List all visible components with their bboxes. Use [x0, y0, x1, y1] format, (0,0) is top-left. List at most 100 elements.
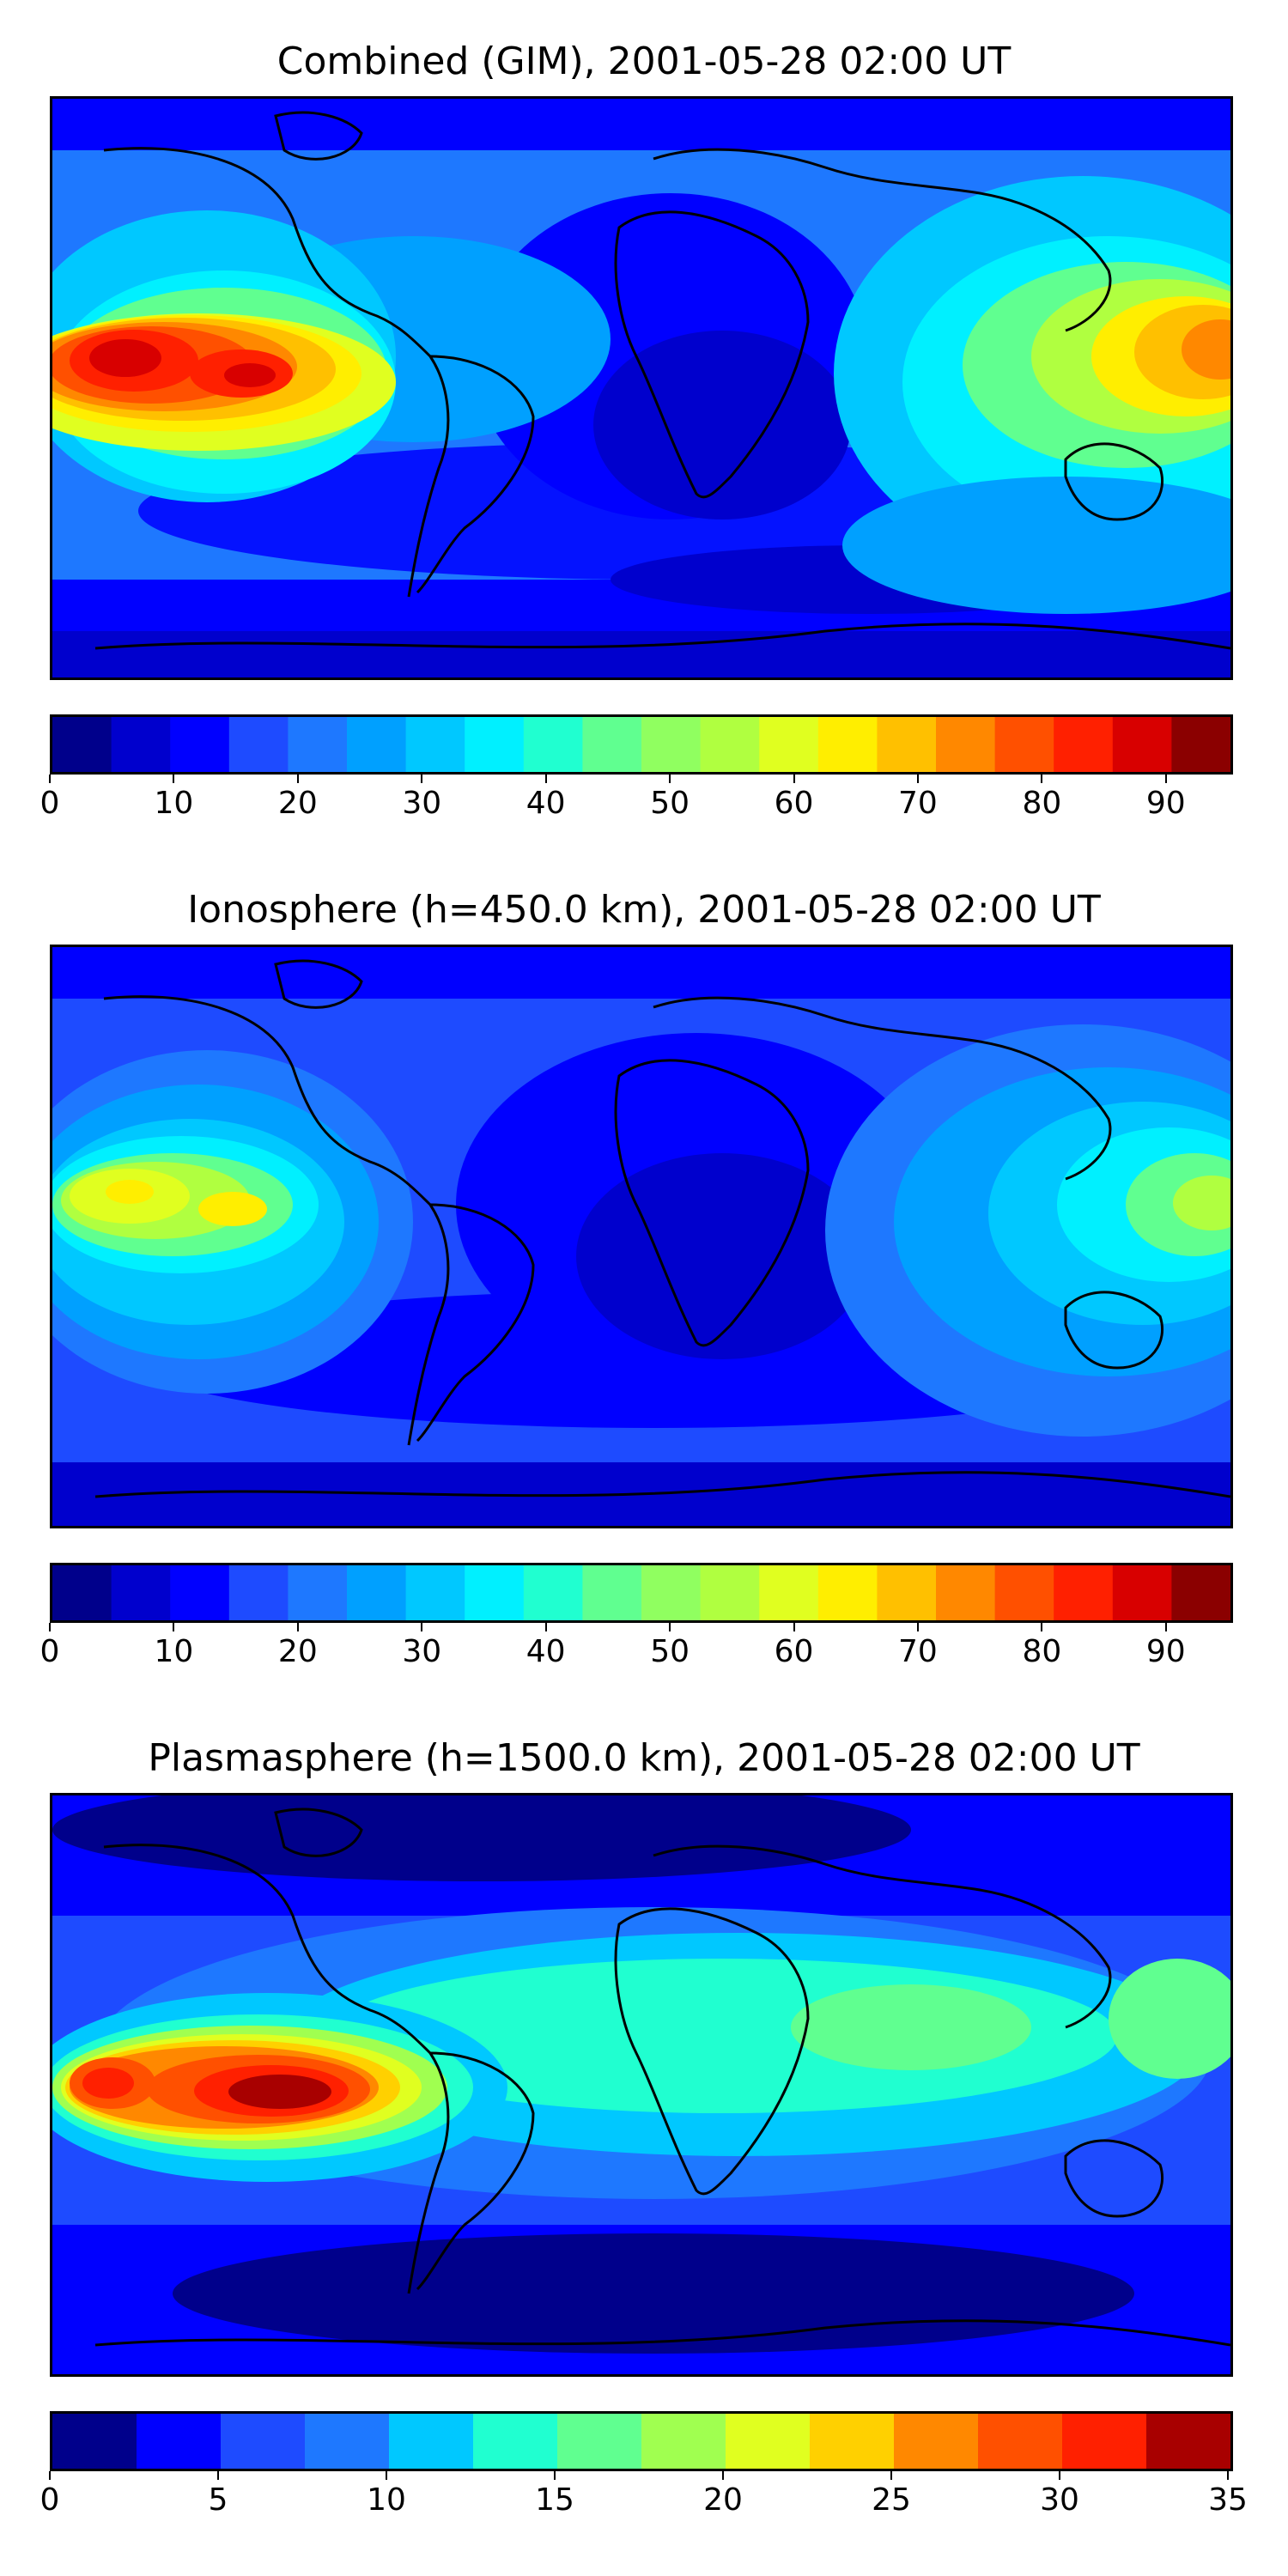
- colorbar-band: [52, 717, 112, 772]
- colorbar-band: [52, 1565, 112, 1620]
- colorbar-combined-bands: [52, 717, 1230, 772]
- colorbar-band: [817, 717, 878, 772]
- colorbar-band: [523, 1565, 583, 1620]
- colorbar-band: [1054, 1565, 1114, 1620]
- tick-mark: [296, 1623, 299, 1631]
- tick-mark: [421, 775, 423, 783]
- tick-mark: [1041, 1623, 1043, 1631]
- tick-mark: [1059, 2471, 1060, 2480]
- colorbar-band: [111, 717, 171, 772]
- tick-label: 60: [774, 1634, 814, 1669]
- panel-title-combined: Combined (GIM), 2001-05-28 02:00 UT: [276, 39, 1012, 83]
- tick-label: 70: [898, 1634, 938, 1669]
- colorbar-band: [641, 717, 702, 772]
- tick-mark: [49, 2471, 51, 2480]
- colorbar-band: [473, 2414, 558, 2469]
- colorbar-band: [1171, 717, 1230, 772]
- colorbar-band: [641, 1565, 702, 1620]
- colorbar-band: [1146, 2414, 1230, 2469]
- tick-label: 20: [277, 786, 318, 821]
- tick-label: 80: [1022, 786, 1062, 821]
- tick-mark: [217, 2471, 219, 2480]
- colorbar-band: [465, 717, 525, 772]
- colorbar-band: [817, 1565, 878, 1620]
- colorbar-band: [347, 717, 407, 772]
- tick-mark: [421, 1623, 423, 1631]
- tick-label: 0: [39, 786, 60, 821]
- tick-label: 60: [774, 786, 814, 821]
- tick-mark: [173, 775, 175, 783]
- tick-label: 90: [1145, 1634, 1186, 1669]
- colorbar-band: [137, 2414, 222, 2469]
- colorbar-band: [936, 717, 996, 772]
- colorbar-band: [288, 1565, 348, 1620]
- map-plasmasphere: [50, 1793, 1233, 2377]
- tick-mark: [544, 775, 547, 783]
- colorbar-band: [700, 717, 760, 772]
- colorbar-band: [228, 1565, 289, 1620]
- colorbar-band: [405, 1565, 465, 1620]
- tick-label: 10: [367, 2482, 406, 2518]
- colorbar-band: [641, 2414, 726, 2469]
- tick-label: 5: [208, 2482, 228, 2518]
- tick-mark: [173, 1623, 175, 1631]
- colorbar-band: [305, 2414, 390, 2469]
- colorbar-combined-ticks: 0 10 20 30 40 50 60 70 80 90: [40, 775, 1233, 826]
- tick-mark: [544, 1623, 547, 1631]
- tick-label: 50: [650, 786, 690, 821]
- colorbar-band: [221, 2414, 306, 2469]
- tick-mark: [1227, 2471, 1229, 2480]
- map-combined: [50, 96, 1233, 680]
- colorbar-band: [582, 1565, 642, 1620]
- colorbar-band: [700, 1565, 760, 1620]
- colorbar-band: [228, 717, 289, 772]
- tick-label: 40: [526, 786, 566, 821]
- colorbar-ionosphere: [50, 1563, 1233, 1623]
- tick-mark: [916, 1623, 919, 1631]
- colorbar-band: [877, 717, 937, 772]
- colorbar-ionosphere-ticks: 0 10 20 30 40 50 60 70 80 90: [40, 1623, 1233, 1674]
- colorbar-band: [1062, 2414, 1147, 2469]
- colorbar-ionosphere-bands: [52, 1565, 1230, 1620]
- map-ionosphere: [50, 945, 1233, 1528]
- colorbar-band: [52, 2414, 137, 2469]
- colorbar-band: [405, 717, 465, 772]
- colorbar-band: [582, 717, 642, 772]
- colorbar-combined: [50, 714, 1233, 775]
- colorbar-band: [170, 1565, 230, 1620]
- colorbar-band: [936, 1565, 996, 1620]
- tick-mark: [386, 2471, 387, 2480]
- colorbar-band: [1112, 1565, 1172, 1620]
- colorbar-band: [1054, 717, 1114, 772]
- colorbar-band: [810, 2414, 895, 2469]
- tick-label: 30: [402, 786, 442, 821]
- colorbar-band: [170, 717, 230, 772]
- colorbar-band: [523, 717, 583, 772]
- tick-mark: [669, 1623, 671, 1631]
- colorbar-band: [759, 717, 819, 772]
- colorbar-band: [288, 717, 348, 772]
- tick-mark: [669, 775, 671, 783]
- colorbar-plasmasphere-ticks: 0 5 10 15 20 25 30 35: [40, 2471, 1248, 2523]
- tick-mark: [49, 775, 51, 783]
- colorbar-band: [465, 1565, 525, 1620]
- tick-mark: [1164, 775, 1167, 783]
- colorbar-band: [894, 2414, 979, 2469]
- tick-mark: [49, 1623, 51, 1631]
- panel-title-plasmasphere: Plasmasphere (h=1500.0 km), 2001-05-28 0…: [148, 1736, 1140, 1780]
- tick-label: 80: [1022, 1634, 1062, 1669]
- colorbar-band: [1171, 1565, 1230, 1620]
- tick-mark: [1041, 775, 1043, 783]
- colorbar-band: [759, 1565, 819, 1620]
- colorbar-band: [1112, 717, 1172, 772]
- tick-label: 30: [1040, 2482, 1079, 2518]
- tick-mark: [916, 775, 919, 783]
- tick-label: 35: [1208, 2482, 1248, 2518]
- panel-title-ionosphere: Ionosphere (h=450.0 km), 2001-05-28 02:0…: [187, 888, 1101, 932]
- tick-label: 10: [154, 786, 194, 821]
- colorbar-band: [877, 1565, 937, 1620]
- tick-label: 20: [703, 2482, 743, 2518]
- tick-mark: [1164, 1623, 1167, 1631]
- colorbar-band: [389, 2414, 474, 2469]
- tick-label: 20: [277, 1634, 318, 1669]
